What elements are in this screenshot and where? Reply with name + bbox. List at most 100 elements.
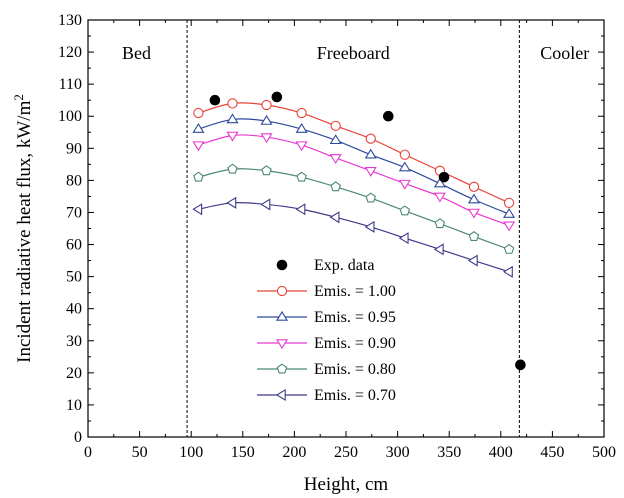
y-tick-label: 40 (66, 301, 82, 318)
y-tick-label: 50 (66, 269, 82, 286)
legend-label: Emis. = 1.00 (314, 283, 396, 300)
series-point (295, 122, 308, 133)
series-point (503, 243, 515, 254)
series-line (198, 134, 510, 226)
y-axis-title-superscript: 2 (11, 94, 26, 101)
x-tick-label: 0 (84, 444, 92, 461)
legend-label: Emis. = 0.70 (314, 387, 396, 404)
series-line (198, 202, 510, 273)
y-tick-label: 10 (66, 397, 82, 414)
x-tick-label: 450 (540, 444, 564, 461)
legend-label: Emis. = 0.95 (314, 309, 396, 326)
series-point (330, 120, 341, 132)
legend-entry: Emis. = 0.90 (257, 335, 396, 352)
legend-label: Exp. data (314, 257, 374, 274)
series-point (503, 207, 516, 218)
series-point (364, 148, 377, 159)
series-point (399, 149, 410, 160)
series-point (399, 205, 411, 216)
series-point (329, 154, 342, 165)
y-tick-label: 120 (58, 44, 82, 61)
series-point (260, 198, 271, 211)
series-point (329, 211, 340, 224)
x-tick-label: 50 (132, 444, 148, 461)
series-point (467, 208, 481, 219)
series-point (433, 192, 446, 203)
x-tick-label: 350 (437, 444, 461, 461)
series-point (296, 107, 307, 119)
series-point (398, 232, 409, 245)
series-point (226, 196, 237, 209)
series-point (192, 141, 205, 152)
region-label-cooler: Cooler (540, 43, 589, 63)
x-tick-label: 150 (231, 444, 255, 461)
series-point (365, 192, 377, 203)
series-point (468, 181, 480, 192)
series-point (295, 141, 308, 152)
region-labels: Bed Freeboard Cooler (122, 43, 589, 63)
series-line (198, 118, 510, 215)
exp-data-point (515, 359, 526, 371)
series-point (502, 265, 513, 278)
series-point (467, 193, 481, 204)
series-point (329, 134, 342, 145)
series-point (433, 177, 446, 188)
series-point (503, 221, 516, 232)
legend-entry: Emis. = 0.95 (257, 309, 396, 326)
series-point (193, 107, 204, 119)
y-tick-label: 60 (66, 237, 82, 254)
legend-entry: Emis. = 0.80 (257, 361, 396, 378)
series-1 (193, 98, 515, 208)
series-4 (193, 163, 515, 254)
x-axis-title: Height, cm (304, 474, 389, 495)
series-point (296, 171, 307, 182)
y-tick-label: 90 (66, 140, 82, 157)
experimental-points (209, 91, 526, 371)
series-point (433, 243, 444, 256)
series-point (398, 161, 411, 172)
series-point (192, 203, 203, 216)
series-point (295, 203, 306, 216)
y-axis-title-text: Incident radiative heat flux, kW/m (14, 100, 35, 362)
y-tick-label: 100 (58, 108, 82, 125)
legend-marker (275, 310, 289, 321)
series-point (261, 99, 272, 111)
series-point (434, 218, 446, 229)
y-tick-label: 80 (66, 172, 82, 189)
legend-marker (276, 259, 288, 271)
series-point (398, 179, 411, 190)
legend-entry: Emis. = 0.70 (257, 387, 396, 404)
region-label-freeboard: Freeboard (317, 43, 390, 63)
legend-entry: Emis. = 1.00 (257, 283, 396, 300)
series-line (198, 168, 510, 250)
series-5 (192, 196, 513, 278)
exp-data-point (209, 94, 221, 106)
y-tick-label: 130 (58, 12, 82, 29)
exp-data-point (383, 110, 394, 122)
series-point (226, 131, 239, 142)
legend-marker (275, 388, 286, 402)
y-tick-label: 110 (59, 76, 82, 93)
series-point (192, 122, 205, 133)
x-tick-label: 250 (334, 444, 358, 461)
series-layer (192, 98, 516, 278)
legend-entry: Exp. data (276, 257, 374, 274)
axis-ticks: 0 50 100 150 200 250 300 350 400 450 500 0 10 20 30 40 5… (58, 12, 616, 461)
legend-label: Emis. = 0.80 (314, 361, 396, 378)
series-point (261, 165, 272, 176)
series-point (364, 166, 377, 177)
y-tick-label: 30 (66, 333, 82, 350)
series-point (467, 254, 478, 267)
y-tick-label: 70 (66, 204, 82, 221)
series-point (503, 197, 515, 208)
legend-marker (276, 285, 288, 297)
series-2 (192, 113, 516, 218)
series-point (260, 133, 273, 144)
series-point (260, 114, 273, 125)
y-tick-label: 20 (66, 365, 82, 382)
series-point (193, 171, 204, 182)
series-3 (192, 131, 516, 232)
x-tick-label: 300 (386, 444, 410, 461)
exp-data-point (271, 91, 283, 103)
